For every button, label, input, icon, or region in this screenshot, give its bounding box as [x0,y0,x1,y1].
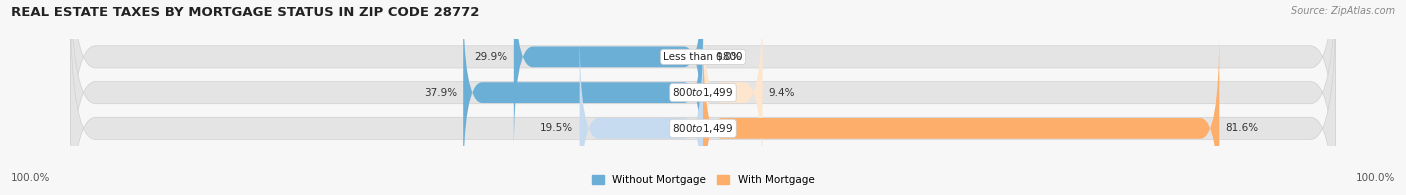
Text: 9.4%: 9.4% [769,88,796,98]
FancyBboxPatch shape [70,0,1336,195]
FancyBboxPatch shape [703,0,762,190]
Text: REAL ESTATE TAXES BY MORTGAGE STATUS IN ZIP CODE 28772: REAL ESTATE TAXES BY MORTGAGE STATUS IN … [11,6,479,19]
FancyBboxPatch shape [703,32,1219,195]
Text: 37.9%: 37.9% [423,88,457,98]
Text: Less than $800: Less than $800 [664,52,742,62]
Text: 100.0%: 100.0% [1355,173,1395,183]
Text: 19.5%: 19.5% [540,123,574,133]
Text: 29.9%: 29.9% [474,52,508,62]
FancyBboxPatch shape [463,0,703,190]
FancyBboxPatch shape [70,0,1336,195]
Text: Source: ZipAtlas.com: Source: ZipAtlas.com [1291,6,1395,16]
Text: 0.0%: 0.0% [716,52,742,62]
Legend: Without Mortgage, With Mortgage: Without Mortgage, With Mortgage [588,171,818,189]
Text: 81.6%: 81.6% [1226,123,1258,133]
FancyBboxPatch shape [513,0,703,154]
Text: $800 to $1,499: $800 to $1,499 [672,122,734,135]
Text: 100.0%: 100.0% [11,173,51,183]
FancyBboxPatch shape [579,32,703,195]
Text: $800 to $1,499: $800 to $1,499 [672,86,734,99]
FancyBboxPatch shape [70,0,1336,189]
